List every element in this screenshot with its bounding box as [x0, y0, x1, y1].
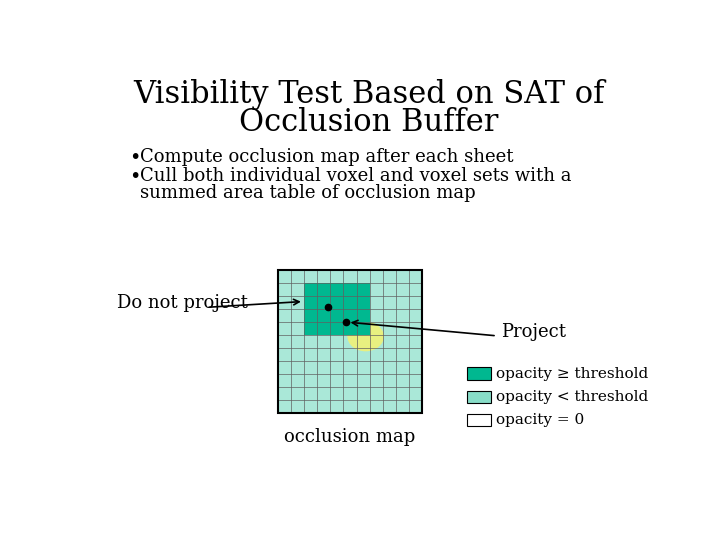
Text: occlusion map: occlusion map — [284, 428, 415, 446]
Text: summed area table of occlusion map: summed area table of occlusion map — [140, 184, 476, 202]
Text: opacity ≥ threshold: opacity ≥ threshold — [496, 367, 648, 381]
Text: Visibility Test Based on SAT of: Visibility Test Based on SAT of — [133, 79, 605, 110]
Bar — [279, 271, 422, 413]
Text: opacity < threshold: opacity < threshold — [496, 390, 648, 404]
Text: Compute occlusion map after each sheet: Compute occlusion map after each sheet — [140, 148, 514, 166]
Text: •: • — [129, 167, 140, 186]
Text: Cull both individual voxel and voxel sets with a: Cull both individual voxel and voxel set… — [140, 167, 572, 185]
Text: •: • — [129, 148, 140, 167]
Text: opacity = 0: opacity = 0 — [496, 413, 585, 427]
Bar — [279, 271, 422, 413]
Bar — [467, 390, 490, 403]
Text: Occlusion Buffer: Occlusion Buffer — [239, 107, 499, 138]
Text: Do not project: Do not project — [117, 294, 248, 313]
Text: Project: Project — [500, 323, 566, 341]
Bar — [305, 284, 369, 335]
Bar — [467, 414, 490, 426]
Ellipse shape — [348, 321, 384, 352]
Bar — [467, 367, 490, 380]
